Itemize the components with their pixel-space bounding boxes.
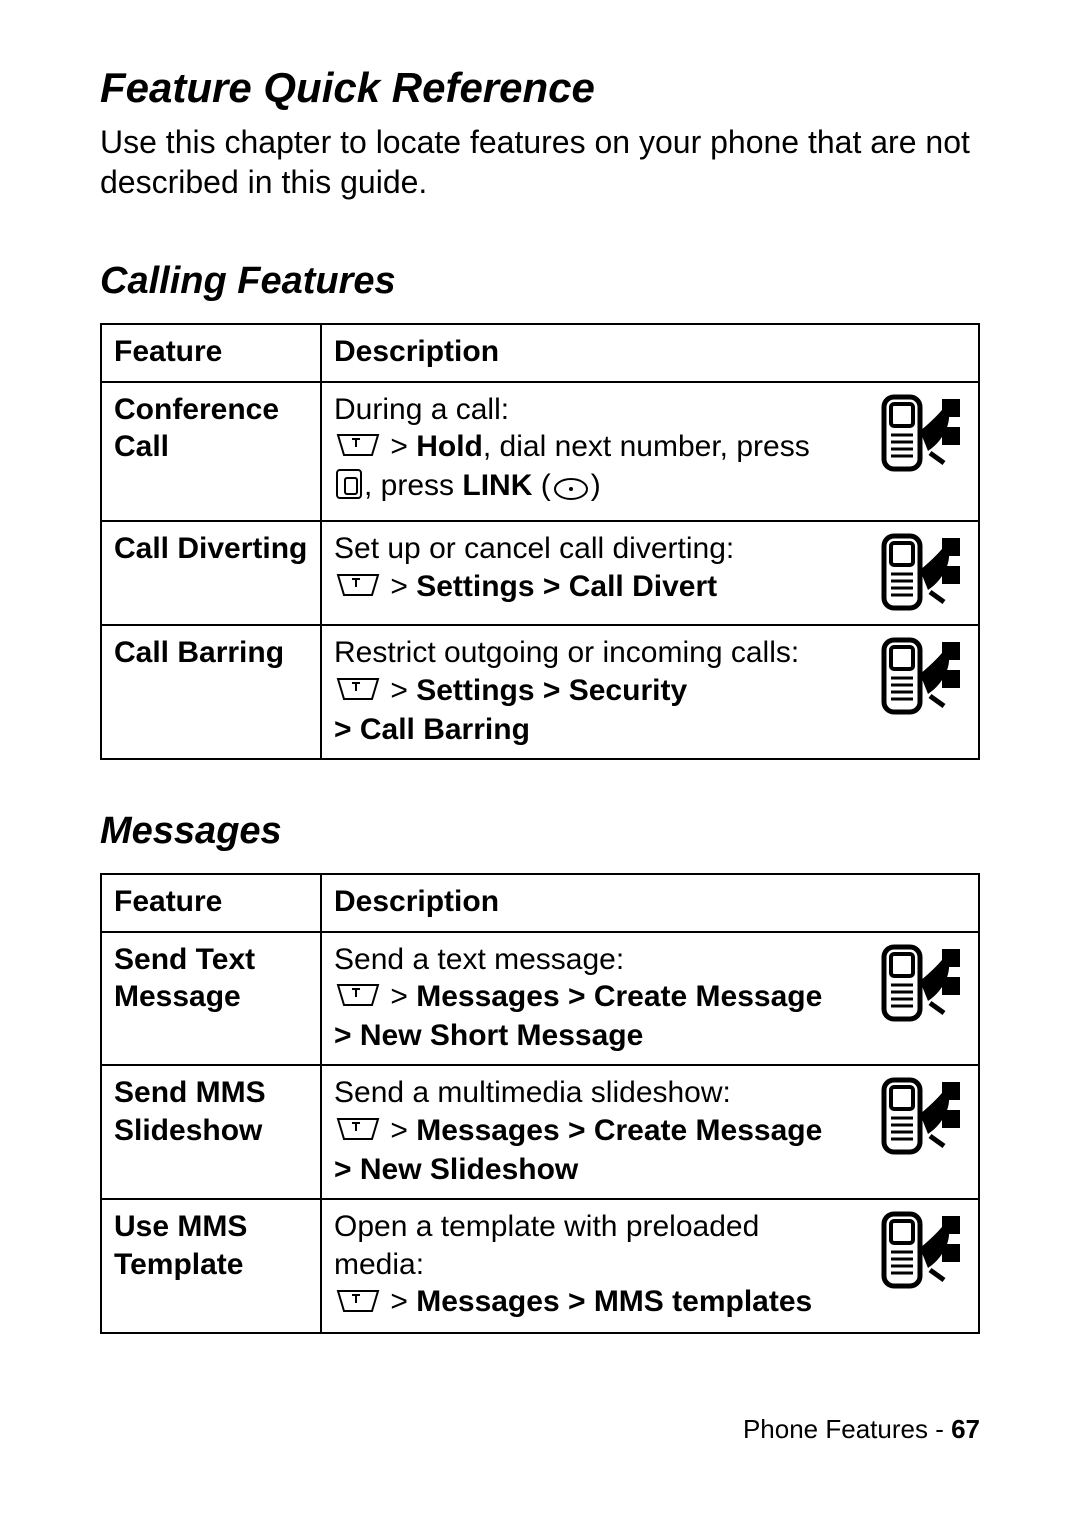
menu-key-icon [336, 979, 380, 1017]
col-description: Description [321, 324, 979, 382]
desc-text: During a call: [334, 393, 509, 426]
desc-text: > [390, 430, 416, 463]
calling-features-table: Feature Description Conference Call Duri… [100, 323, 980, 760]
feature-desc: Send a multimedia slideshow: > Messages … [321, 1065, 859, 1199]
table-row: Send MMS Slideshow Send a multimedia sli… [101, 1065, 979, 1199]
phone-sim-icon [874, 530, 964, 614]
footer-section: Phone Features [743, 1414, 928, 1444]
menu-key-icon [336, 569, 380, 607]
nav-key-icon [553, 473, 589, 511]
messages-table: Feature Description Send Text Message Se… [100, 873, 980, 1334]
menu-path: > Call Barring [334, 713, 530, 746]
menu-path: Settings > Security [416, 674, 687, 707]
feature-desc: Send a text message: > Messages > Create… [321, 932, 859, 1066]
phone-icon-cell [859, 625, 979, 759]
phone-icon-cell [859, 521, 979, 625]
menu-path: Messages > Create Message [416, 1114, 822, 1147]
phone-sim-icon [874, 941, 964, 1025]
desc-text: > [390, 674, 416, 707]
col-feature: Feature [101, 874, 321, 932]
phone-sim-icon [874, 634, 964, 718]
menu-path: LINK [462, 469, 532, 502]
call-key-icon [336, 469, 362, 499]
calling-heading: Calling Features [100, 260, 980, 303]
col-description: Description [321, 874, 979, 932]
desc-text: Set up or cancel call diverting: [334, 532, 734, 565]
menu-key-icon [336, 1113, 380, 1151]
desc-text: > [390, 1114, 416, 1147]
feature-desc: Set up or cancel call diverting: > Setti… [321, 521, 859, 625]
phone-icon-cell [859, 932, 979, 1066]
table-row: Call Barring Restrict outgoing or incomi… [101, 625, 979, 759]
desc-text: > [390, 570, 416, 603]
desc-text: Send a text message: [334, 943, 624, 976]
table-header-row: Feature Description [101, 874, 979, 932]
footer-sep: - [928, 1414, 951, 1444]
menu-key-icon [336, 673, 380, 711]
menu-key-icon [336, 1285, 380, 1323]
feature-name: Send Text Message [101, 932, 321, 1066]
menu-path: > New Short Message [334, 1019, 643, 1052]
page-footer: Phone Features - 67 [100, 1414, 980, 1445]
menu-path: > New Slideshow [334, 1153, 578, 1186]
menu-path: Messages > MMS templates [416, 1285, 812, 1318]
phone-sim-icon [874, 1208, 964, 1292]
phone-sim-icon [874, 391, 964, 475]
feature-desc: Open a template with preloaded media: > … [321, 1199, 859, 1333]
menu-key-icon [336, 429, 380, 467]
desc-text: > [390, 1285, 416, 1318]
table-row: Use MMS Template Open a template with pr… [101, 1199, 979, 1333]
desc-text: Restrict outgoing or incoming calls: [334, 636, 799, 669]
feature-name: Use MMS Template [101, 1199, 321, 1333]
desc-text: , press [364, 469, 462, 502]
menu-path: Hold [416, 430, 483, 463]
feature-name: Send MMS Slideshow [101, 1065, 321, 1199]
intro-text: Use this chapter to locate features on y… [100, 122, 980, 202]
phone-sim-icon [874, 1074, 964, 1158]
table-header-row: Feature Description [101, 324, 979, 382]
table-row: Conference Call During a call: > Hold, d… [101, 382, 979, 522]
messages-heading: Messages [100, 810, 980, 853]
table-row: Call Diverting Set up or cancel call div… [101, 521, 979, 625]
phone-icon-cell [859, 382, 979, 522]
phone-icon-cell [859, 1065, 979, 1199]
feature-name: Call Diverting [101, 521, 321, 625]
table-row: Send Text Message Send a text message: >… [101, 932, 979, 1066]
feature-name: Call Barring [101, 625, 321, 759]
feature-desc: During a call: > Hold, dial next number,… [321, 382, 859, 522]
menu-path: Messages > Create Message [416, 980, 822, 1013]
phone-icon-cell [859, 1199, 979, 1333]
feature-desc: Restrict outgoing or incoming calls: > S… [321, 625, 859, 759]
footer-page-num: 67 [951, 1414, 980, 1444]
desc-text: , dial next number, press [483, 430, 810, 463]
feature-name: Conference Call [101, 382, 321, 522]
menu-path: Settings > Call Divert [416, 570, 717, 603]
desc-text: Open a template with preloaded media: [334, 1210, 759, 1281]
desc-text: > [390, 980, 416, 1013]
col-feature: Feature [101, 324, 321, 382]
page-title: Feature Quick Reference [100, 64, 980, 112]
desc-text: Send a multimedia slideshow: [334, 1076, 731, 1109]
